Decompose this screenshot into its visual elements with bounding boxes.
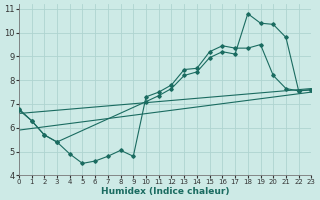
X-axis label: Humidex (Indice chaleur): Humidex (Indice chaleur) — [101, 187, 229, 196]
